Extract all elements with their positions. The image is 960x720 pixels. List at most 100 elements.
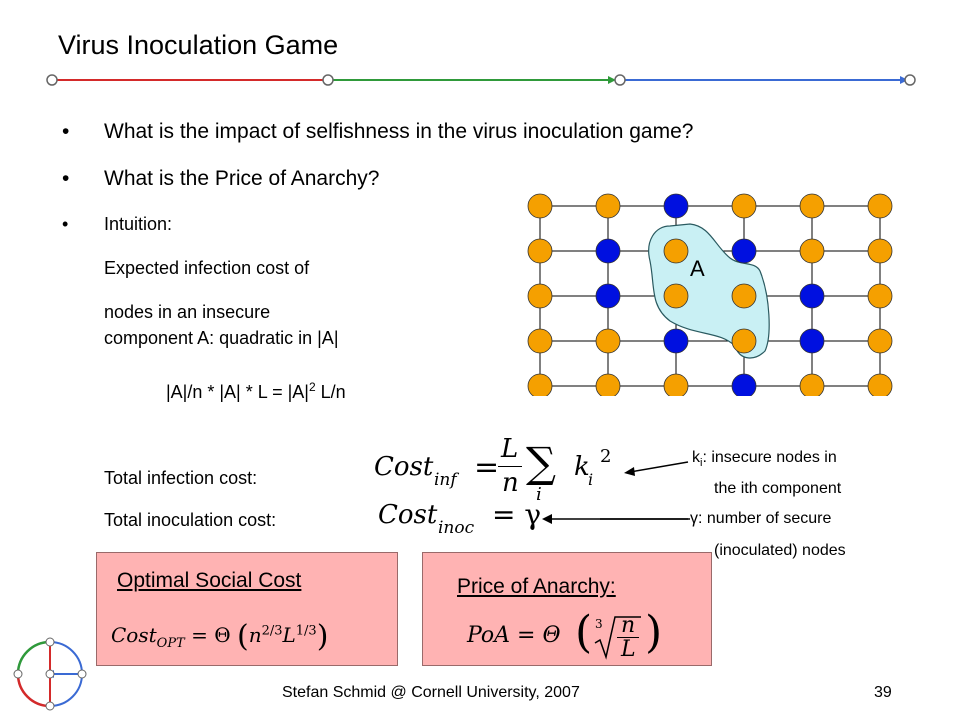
insecure-node: [867, 193, 893, 219]
inf-n: n: [502, 468, 519, 498]
insecure-node: [663, 283, 689, 309]
opt-sub: OPT: [156, 636, 185, 651]
bullet-text: What is the Price of Anarchy?: [104, 167, 380, 190]
insecure-node: [731, 283, 757, 309]
logo-node: [13, 669, 23, 679]
inoculation-cost-label: Total inoculation cost:: [104, 510, 277, 530]
bullet-item: • Intuition:: [62, 214, 173, 235]
insecure-node: [527, 283, 553, 309]
ki-annotation: ki: insecure nodes in: [692, 449, 837, 469]
insecure-node: [799, 193, 825, 219]
radical-sign: [594, 616, 641, 660]
logo-node: [45, 669, 55, 679]
intuition-line: component A: quadratic in |A|: [104, 328, 339, 348]
optimal-cost-formula: CostOPT = Θ (n2/3L1/3): [111, 619, 391, 659]
opt-Lexp: 1/3: [295, 623, 317, 639]
header-node: [614, 74, 626, 86]
poa-title: Price of Anarchy:: [457, 575, 616, 598]
ki-line1: : insecure nodes in: [702, 449, 837, 466]
secure-node: [731, 238, 757, 264]
secure-node: [663, 328, 689, 354]
intuition-line: Expected infection cost of: [104, 258, 310, 278]
bullet-item: • What is the impact of selfishness in t…: [62, 120, 694, 144]
gamma-annotation: γ: number of secure: [690, 510, 832, 527]
poa-num: n: [621, 613, 636, 638]
header-node: [322, 74, 334, 86]
bullet-dot: •: [62, 167, 70, 190]
logo-arc-green: [16, 640, 51, 675]
insecure-node: [867, 328, 893, 354]
insecure-node: [731, 193, 757, 219]
header-arrow-blue: [900, 76, 908, 84]
inf-L: L: [501, 434, 519, 464]
insecure-node: [595, 373, 621, 396]
insecure-node: [527, 373, 553, 396]
logo-node: [45, 701, 55, 711]
insecure-node: [527, 328, 553, 354]
insecure-node: [867, 283, 893, 309]
bullet-text: What is the impact of selfishness in the…: [104, 120, 694, 143]
insecure-node: [799, 373, 825, 396]
component-label: A: [690, 256, 705, 281]
intuition-equation: |A|/n * |A| * L = |A|2 L/n: [166, 380, 346, 403]
opt-lparen: (: [236, 619, 249, 654]
inoc-sub: inoc: [438, 518, 475, 538]
grid-nodes: [527, 193, 893, 396]
bullet-text: Intuition:: [104, 214, 173, 234]
page-number: 39: [874, 684, 892, 701]
inoc-rhs: = γ: [492, 498, 542, 531]
logo-arc-red: [16, 673, 51, 708]
opt-nexp: 2/3: [261, 623, 283, 639]
poa-lparen: (: [575, 607, 593, 658]
university-logo: [13, 637, 87, 711]
header-node: [904, 74, 916, 86]
inf-sub: inf: [434, 470, 457, 490]
poa-lhs: PoA = Θ: [467, 623, 561, 648]
ki-annotation-line2: the ith component: [714, 480, 842, 497]
slide-title: Virus Inoculation Game: [58, 30, 339, 60]
insecure-node: [799, 238, 825, 264]
secure-node: [595, 238, 621, 264]
gamma-arrow: [542, 514, 690, 524]
poa-formula: PoA = Θ ( 3 n L ): [467, 607, 707, 663]
insecure-node: [663, 238, 689, 264]
secure-node: [595, 283, 621, 309]
intuition-line: nodes in an insecure: [104, 302, 271, 322]
inf-fraction-bar: [498, 466, 522, 467]
radical-path: [594, 616, 641, 660]
poa-fraction-bar: [617, 637, 639, 638]
network-grid: A: [527, 193, 893, 396]
insecure-node: [527, 238, 553, 264]
insecure-node: [867, 373, 893, 396]
insecure-node: [867, 238, 893, 264]
bullet-dot: •: [62, 214, 69, 234]
inoc-lhs: Cost: [378, 500, 438, 530]
eq-pre: |A|/n * |A| * L = |A|: [166, 382, 309, 402]
header-arrow-green: [608, 76, 616, 84]
header-node: [46, 74, 58, 86]
inf-k-sup: 2: [600, 446, 612, 467]
opt-n: n: [248, 623, 262, 647]
poa-den: L: [621, 637, 636, 662]
inf-k-sub: i: [588, 470, 594, 489]
inf-equals: =: [474, 450, 500, 485]
poa-rparen: ): [645, 607, 663, 658]
infection-cost-label: Total infection cost:: [104, 468, 258, 488]
secure-node: [799, 283, 825, 309]
insecure-node: [663, 373, 689, 396]
opt-rparen: ): [316, 619, 329, 654]
insecure-node: [595, 193, 621, 219]
gamma-arrowhead: [542, 514, 552, 524]
bullet-dot: •: [62, 120, 70, 143]
opt-rhs: = Θ: [191, 623, 231, 647]
optimal-cost-box: Optimal Social Cost CostOPT = Θ (n2/3L1/…: [96, 552, 398, 666]
gamma-annotation-line2: (inoculated) nodes: [714, 542, 846, 559]
secure-node: [731, 373, 757, 396]
poa-box: Price of Anarchy: PoA = Θ ( 3 n L ): [422, 552, 712, 666]
secure-node: [799, 328, 825, 354]
ki-i: i: [700, 457, 703, 470]
ki-arrow-line: [629, 461, 689, 473]
infection-cost-formula: Cost inf = L n ∑ i k i 2: [374, 434, 624, 510]
insecure-node: [731, 328, 757, 354]
ki-arrowhead: [624, 467, 635, 476]
